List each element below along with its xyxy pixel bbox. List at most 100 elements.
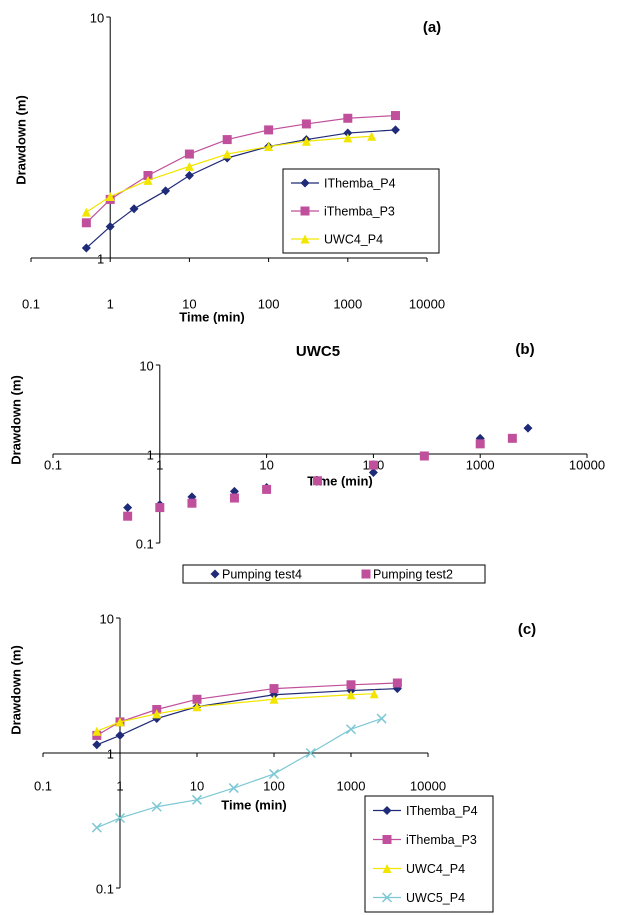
marker xyxy=(210,569,220,579)
x-tick-label: 1 xyxy=(156,457,163,472)
marker xyxy=(301,119,311,129)
marker xyxy=(390,111,400,121)
marker xyxy=(264,125,274,135)
marker xyxy=(507,433,517,443)
legend-label: iThemba_P3 xyxy=(324,204,395,218)
y-tick-label: 1 xyxy=(97,251,104,266)
marker xyxy=(268,768,280,779)
marker xyxy=(151,801,162,812)
y-axis-title: Drawdown (m) xyxy=(8,375,23,465)
x-axis-title: Time (min) xyxy=(307,473,373,488)
legend-label: IThemba_P4 xyxy=(406,804,478,818)
x-tick-label: 10000 xyxy=(410,778,446,793)
marker xyxy=(262,484,272,494)
marker xyxy=(301,136,311,146)
y-axis-title: Drawdown (m) xyxy=(8,645,23,735)
marker xyxy=(92,726,102,736)
x-tick-label: 1000 xyxy=(337,778,366,793)
marker xyxy=(81,207,91,217)
x-tick-label: 1 xyxy=(116,778,123,793)
x-tick-label: 1000 xyxy=(333,296,362,311)
x-tick-label: 100 xyxy=(263,778,285,793)
y-tick-label: 1 xyxy=(107,746,114,761)
marker xyxy=(222,135,232,145)
marker xyxy=(368,467,378,477)
marker xyxy=(367,131,377,141)
panel-label: (c) xyxy=(518,621,536,638)
x-tick-label: 10000 xyxy=(409,296,445,311)
legend: Pumping test4 Pumping test2 xyxy=(182,564,486,584)
x-tick-label: 10 xyxy=(182,296,196,311)
x-tick-label: 0.1 xyxy=(22,296,40,311)
marker xyxy=(184,161,194,171)
legend-label: IThemba_P4 xyxy=(324,176,396,190)
panel-label: (b) xyxy=(515,341,534,358)
marker xyxy=(392,678,402,688)
legend-box xyxy=(364,795,494,913)
marker xyxy=(123,503,133,513)
marker xyxy=(475,439,485,449)
x-tick-label: 100 xyxy=(258,296,280,311)
marker xyxy=(382,864,392,873)
marker xyxy=(191,794,203,805)
y-tick-label: 10 xyxy=(90,10,104,25)
x-axis-title: Time (min) xyxy=(179,309,245,324)
x-tick-label: 10 xyxy=(259,457,273,472)
marker xyxy=(305,747,316,759)
marker xyxy=(105,191,115,201)
marker xyxy=(161,186,171,196)
marker xyxy=(343,133,353,143)
marker xyxy=(300,206,310,216)
legend: IThemba_P4 iThemba_P3 UWC4_P4 xyxy=(282,168,440,254)
marker xyxy=(382,835,392,844)
x-tick-label: 1000 xyxy=(466,457,495,472)
marker xyxy=(115,717,125,727)
legend-label: iThemba_P3 xyxy=(406,833,477,847)
x-tick-label: 1 xyxy=(107,296,114,311)
marker xyxy=(187,498,197,508)
legend-label: Pumping test2 xyxy=(373,567,453,581)
y-tick-label: 10 xyxy=(139,358,153,373)
marker xyxy=(143,175,153,185)
x-tick-label: 10 xyxy=(190,778,204,793)
marker xyxy=(228,783,239,794)
y-tick-label: 0.1 xyxy=(136,536,154,551)
series-line xyxy=(96,693,375,732)
x-axis-title: Time (min) xyxy=(221,797,287,812)
legend-label: Pumping test4 xyxy=(222,567,302,581)
marker xyxy=(269,684,279,694)
marker xyxy=(313,476,323,486)
marker xyxy=(184,170,194,180)
marker xyxy=(376,713,387,724)
y-axis-title: Drawdown (m) xyxy=(13,95,28,185)
marker xyxy=(345,724,357,735)
panel-label: (a) xyxy=(423,19,441,36)
marker xyxy=(155,503,165,513)
marker xyxy=(81,218,91,228)
marker xyxy=(369,689,379,699)
series-line xyxy=(85,129,396,249)
marker xyxy=(361,569,371,579)
marker xyxy=(123,511,133,521)
legend-label: UWC4_P4 xyxy=(324,232,383,246)
marker xyxy=(222,149,232,159)
marker xyxy=(368,460,378,470)
marker xyxy=(381,892,393,903)
marker xyxy=(269,694,279,704)
marker xyxy=(523,423,533,433)
marker xyxy=(300,234,310,244)
marker xyxy=(343,128,353,138)
marker xyxy=(346,680,356,690)
x-tick-label: 10000 xyxy=(569,457,605,472)
marker xyxy=(343,113,353,123)
marker xyxy=(152,709,162,719)
marker xyxy=(92,740,102,750)
marker xyxy=(81,243,91,253)
marker xyxy=(105,222,115,232)
legend: IThemba_P4 iThemba_P3 UWC4_P4 UWC5_P4 xyxy=(364,795,494,913)
marker xyxy=(192,702,202,712)
